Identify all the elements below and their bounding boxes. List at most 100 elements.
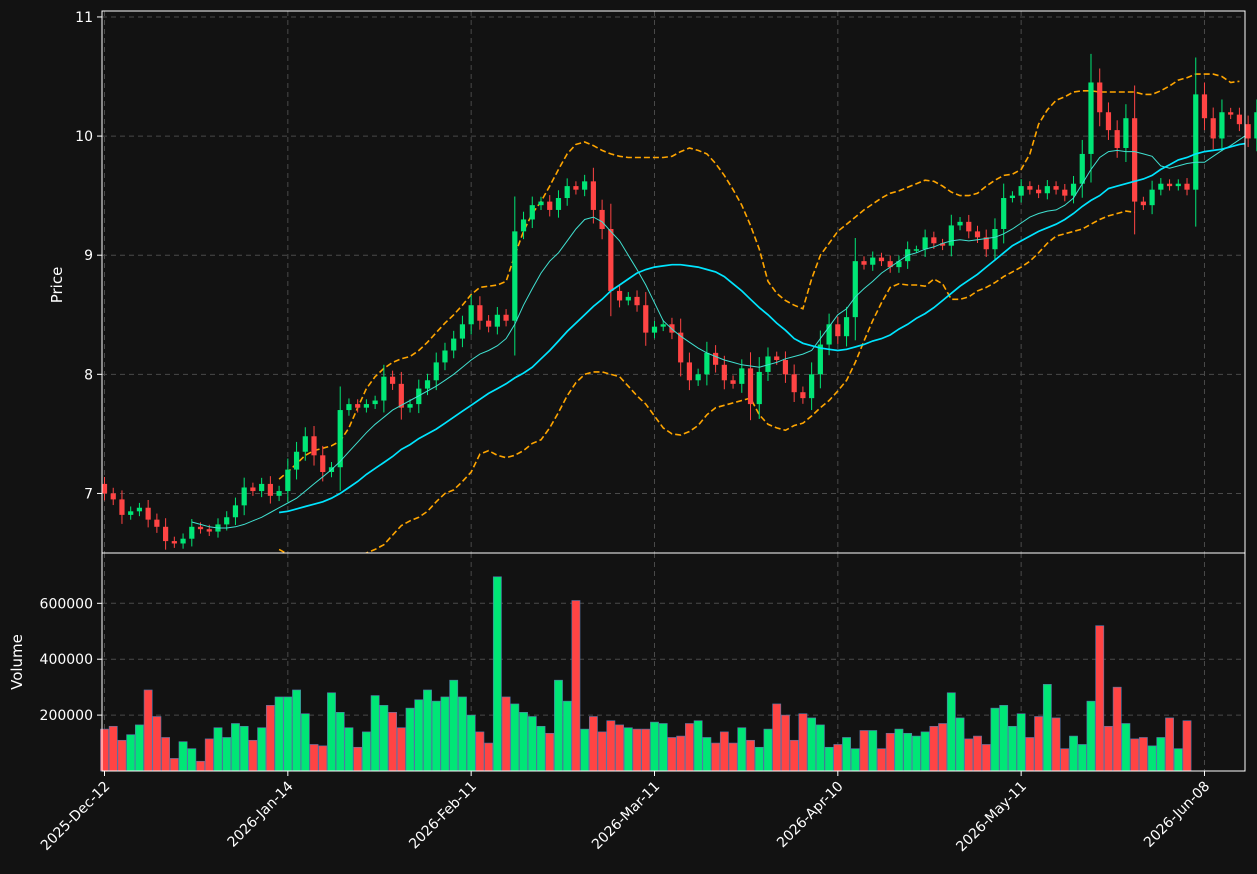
- volume-bar: [213, 727, 223, 772]
- candle-body: [573, 186, 579, 190]
- volume-axis-title: Volume: [8, 634, 26, 690]
- candle-body: [1201, 94, 1208, 119]
- volume-bar: [379, 705, 389, 772]
- volume-bar: [318, 745, 328, 772]
- candle-body: [660, 324, 666, 327]
- volume-bar: [606, 720, 616, 772]
- candle-body: [293, 451, 300, 470]
- volume-bar: [1130, 738, 1140, 772]
- candle-body: [1044, 186, 1050, 194]
- candle-body: [363, 404, 369, 408]
- volume-bar: [309, 744, 319, 772]
- volume-bar: [754, 746, 764, 772]
- candle-body: [1097, 82, 1103, 113]
- candle-body: [494, 314, 500, 327]
- candle-body: [1254, 112, 1257, 139]
- volume-bar: [265, 705, 275, 772]
- ma-slow-line: [278, 142, 1245, 514]
- volume-y-tick-label: 600000: [40, 596, 93, 612]
- volume-bar: [911, 735, 921, 772]
- candle-body: [1001, 198, 1007, 229]
- volume-bar: [335, 712, 345, 772]
- volume-bar: [449, 679, 459, 772]
- candle-body: [1027, 186, 1033, 190]
- volume-bar: [1173, 748, 1183, 772]
- volume-bar: [737, 727, 747, 772]
- candle-body: [887, 261, 893, 268]
- volume-bar: [623, 727, 633, 772]
- candle-body: [582, 181, 588, 190]
- volume-bar: [789, 739, 799, 772]
- candle-body: [1193, 94, 1199, 190]
- candle-body: [442, 350, 448, 363]
- volume-bar: [274, 696, 284, 772]
- candle-body: [503, 314, 509, 321]
- volume-bar: [685, 723, 694, 772]
- volume-bar: [711, 742, 720, 772]
- volume-bar: [196, 760, 205, 772]
- candle-body: [791, 374, 797, 393]
- volume-bar: [815, 724, 825, 772]
- moving-averages: [191, 135, 1245, 529]
- candle-body: [101, 483, 108, 494]
- price-y-tick-label: 8: [84, 367, 93, 383]
- candle-body: [931, 237, 937, 244]
- volume-bar: [527, 716, 537, 772]
- bollinger-bands: [278, 73, 1240, 553]
- volume-bar: [484, 742, 494, 772]
- volume-bar: [763, 728, 773, 772]
- candle-body: [1166, 183, 1173, 187]
- volume-bar: [833, 744, 843, 772]
- candle-body: [1228, 112, 1234, 115]
- volume-bar: [361, 731, 371, 772]
- volume-bar: [1138, 737, 1148, 772]
- candle-body: [285, 469, 291, 492]
- volume-bar: [545, 732, 555, 772]
- candle-body: [398, 383, 404, 408]
- volume-bar: [292, 689, 301, 772]
- candle-body: [870, 257, 876, 265]
- candle-body: [992, 228, 998, 250]
- candle-body: [634, 296, 640, 306]
- candle-body: [171, 541, 177, 544]
- candle-body: [747, 368, 754, 405]
- candle-body: [520, 219, 527, 232]
- volume-bar: [519, 712, 528, 772]
- volume-bar: [571, 600, 581, 772]
- candle-body: [477, 305, 483, 321]
- candle-body: [1105, 112, 1112, 131]
- volume-bar: [423, 689, 432, 772]
- candle-body: [241, 487, 247, 506]
- candle-body: [1158, 183, 1164, 190]
- candle-body: [852, 261, 858, 318]
- volume-bar: [981, 744, 991, 772]
- price-y-tick-label: 10: [75, 129, 93, 145]
- candle-body: [1036, 189, 1042, 194]
- candle-body: [774, 356, 780, 361]
- volume-bar: [562, 700, 572, 772]
- volume-bar: [702, 737, 712, 772]
- volume-bar: [1034, 716, 1044, 772]
- volume-bar: [178, 741, 188, 772]
- candle-body: [189, 526, 195, 539]
- candle-body: [1009, 195, 1016, 199]
- candle-body: [355, 404, 361, 408]
- volume-bar: [693, 720, 703, 772]
- volume-bar: [1147, 745, 1157, 772]
- candle-body: [1219, 112, 1225, 139]
- candle-body: [1123, 118, 1129, 148]
- volume-bar: [187, 748, 197, 772]
- candle-body: [1114, 130, 1120, 148]
- volume-bar: [781, 714, 790, 772]
- volume-bar: [667, 737, 677, 772]
- candle-body: [756, 371, 762, 405]
- volume-bar: [396, 727, 406, 772]
- candle-body: [590, 181, 596, 210]
- candle-body: [686, 362, 693, 381]
- candle-body: [913, 249, 919, 251]
- candle-body: [267, 483, 273, 496]
- volume-bar: [143, 689, 153, 772]
- candle-body: [878, 257, 885, 262]
- candle-body: [800, 392, 806, 399]
- candle-body: [809, 374, 815, 399]
